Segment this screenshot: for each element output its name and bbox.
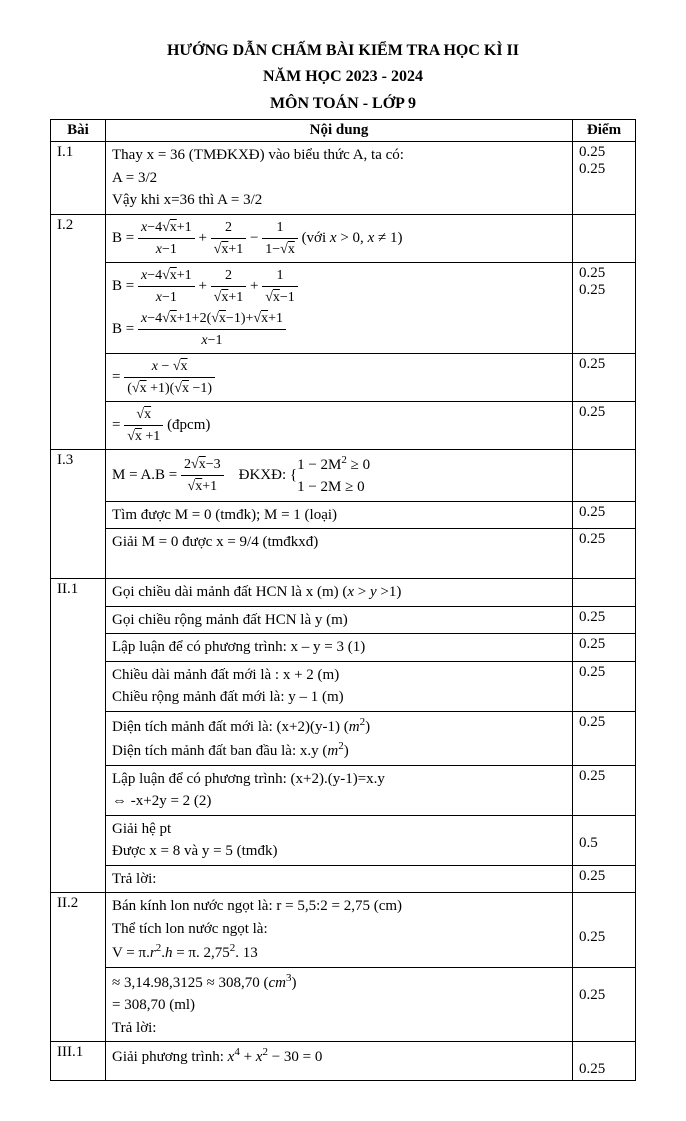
doc-title-1: HƯỚNG DẪN CHẤM BÀI KIỂM TRA HỌC KÌ II bbox=[50, 40, 636, 62]
cell-diem: 0.25 bbox=[573, 529, 636, 579]
cell-content: B = x−4√x+1x−1 + 2√x+1 + 1√x−1B = x−4√x+… bbox=[106, 262, 573, 353]
cell-diem: 0.250.25 bbox=[573, 142, 636, 215]
table-row: II.2Bán kính lon nước ngọt là: r = 5,5:2… bbox=[51, 893, 636, 968]
cell-diem: 0.250.25 bbox=[573, 262, 636, 353]
table-row: ≈ 3,14.98,3125 ≈ 308,70 (cm3)= 308,70 (m… bbox=[51, 967, 636, 1042]
table-row: = √x√x +1 (đpcm)0.25 bbox=[51, 401, 636, 449]
cell-content: Gọi chiều dài mảnh đất HCN là x (m) (x >… bbox=[106, 579, 573, 607]
table-row: Diện tích mảnh đất mới là: (x+2)(y-1) (m… bbox=[51, 711, 636, 765]
cell-diem: 0.25 bbox=[573, 634, 636, 662]
table-row: Trả lời:0.25 bbox=[51, 865, 636, 893]
cell-diem: 0.25 bbox=[573, 501, 636, 529]
cell-content: = √x√x +1 (đpcm) bbox=[106, 401, 573, 449]
cell-content: Lập luận để có phương trình: x – y = 3 (… bbox=[106, 634, 573, 662]
cell-content: ≈ 3,14.98,3125 ≈ 308,70 (cm3)= 308,70 (m… bbox=[106, 967, 573, 1042]
cell-content: = x − √x(√x +1)(√x −1) bbox=[106, 353, 573, 401]
cell-content: Diện tích mảnh đất mới là: (x+2)(y-1) (m… bbox=[106, 711, 573, 765]
cell-content: Bán kính lon nước ngọt là: r = 5,5:2 = 2… bbox=[106, 893, 573, 968]
cell-diem bbox=[573, 579, 636, 607]
cell-diem: 0.25 bbox=[573, 353, 636, 401]
cell-diem: 0.25 bbox=[573, 865, 636, 893]
cell-bai: I.2 bbox=[51, 214, 106, 449]
table-row: = x − √x(√x +1)(√x −1)0.25 bbox=[51, 353, 636, 401]
cell-bai: I.3 bbox=[51, 449, 106, 579]
grading-table: Bài Nội dung Điểm I.1Thay x = 36 (TMĐKXĐ… bbox=[50, 119, 636, 1081]
table-row: II.1Gọi chiều dài mảnh đất HCN là x (m) … bbox=[51, 579, 636, 607]
cell-bai: I.1 bbox=[51, 142, 106, 215]
cell-content: Lập luận để có phương trình: (x+2).(y-1)… bbox=[106, 765, 573, 815]
table-row: Lập luận để có phương trình: x – y = 3 (… bbox=[51, 634, 636, 662]
col-bai: Bài bbox=[51, 120, 106, 142]
cell-diem: 0.25 bbox=[573, 711, 636, 765]
cell-diem: 0.25 bbox=[573, 661, 636, 711]
cell-diem: 0.25 bbox=[573, 606, 636, 634]
table-row: I.1Thay x = 36 (TMĐKXĐ) vào biểu thức A,… bbox=[51, 142, 636, 215]
cell-content: M = A.B = 2√x−3√x+1 ĐKXĐ: {1 − 2M2 ≥ 01 … bbox=[106, 449, 573, 501]
cell-content: Trả lời: bbox=[106, 865, 573, 893]
cell-content: Tìm được M = 0 (tmđk); M = 1 (loại) bbox=[106, 501, 573, 529]
cell-diem bbox=[573, 449, 636, 501]
cell-diem: 0.25 bbox=[573, 1042, 636, 1081]
doc-title-2: NĂM HỌC 2023 - 2024 bbox=[50, 66, 636, 88]
cell-content: Thay x = 36 (TMĐKXĐ) vào biểu thức A, ta… bbox=[106, 142, 573, 215]
table-row: I.2B = x−4√x+1x−1 + 2√x+1 − 11−√x (với x… bbox=[51, 214, 636, 262]
cell-content: Giải phương trình: x4 + x2 − 30 = 0 bbox=[106, 1042, 573, 1081]
doc-title-3: MÔN TOÁN - LỚP 9 bbox=[50, 93, 636, 115]
cell-diem bbox=[573, 214, 636, 262]
cell-bai: II.2 bbox=[51, 893, 106, 1042]
table-row: Chiều dài mảnh đất mới là : x + 2 (m)Chi… bbox=[51, 661, 636, 711]
table-row: Lập luận để có phương trình: (x+2).(y-1)… bbox=[51, 765, 636, 815]
cell-diem: 0.25 bbox=[573, 893, 636, 968]
col-noidung: Nội dung bbox=[106, 120, 573, 142]
cell-content: B = x−4√x+1x−1 + 2√x+1 − 11−√x (với x > … bbox=[106, 214, 573, 262]
table-row: B = x−4√x+1x−1 + 2√x+1 + 1√x−1B = x−4√x+… bbox=[51, 262, 636, 353]
table-row: Gọi chiều rộng mảnh đất HCN là y (m)0.25 bbox=[51, 606, 636, 634]
cell-content: Gọi chiều rộng mảnh đất HCN là y (m) bbox=[106, 606, 573, 634]
col-diem: Điểm bbox=[573, 120, 636, 142]
cell-bai: II.1 bbox=[51, 579, 106, 893]
cell-content: Giải M = 0 được x = 9/4 (tmđkxđ) bbox=[106, 529, 573, 579]
cell-bai: III.1 bbox=[51, 1042, 106, 1081]
cell-diem: 0.25 bbox=[573, 967, 636, 1042]
table-row: Tìm được M = 0 (tmđk); M = 1 (loại)0.25 bbox=[51, 501, 636, 529]
cell-diem: 0.25 bbox=[573, 401, 636, 449]
cell-content: Giải hệ ptĐược x = 8 và y = 5 (tmđk) bbox=[106, 815, 573, 865]
table-row: I.3M = A.B = 2√x−3√x+1 ĐKXĐ: {1 − 2M2 ≥ … bbox=[51, 449, 636, 501]
table-row: Giải M = 0 được x = 9/4 (tmđkxđ) 0.25 bbox=[51, 529, 636, 579]
cell-content: Chiều dài mảnh đất mới là : x + 2 (m)Chi… bbox=[106, 661, 573, 711]
table-row: Giải hệ ptĐược x = 8 và y = 5 (tmđk)0.5 bbox=[51, 815, 636, 865]
table-row: III.1Giải phương trình: x4 + x2 − 30 = 0… bbox=[51, 1042, 636, 1081]
cell-diem: 0.25 bbox=[573, 765, 636, 815]
cell-diem: 0.5 bbox=[573, 815, 636, 865]
